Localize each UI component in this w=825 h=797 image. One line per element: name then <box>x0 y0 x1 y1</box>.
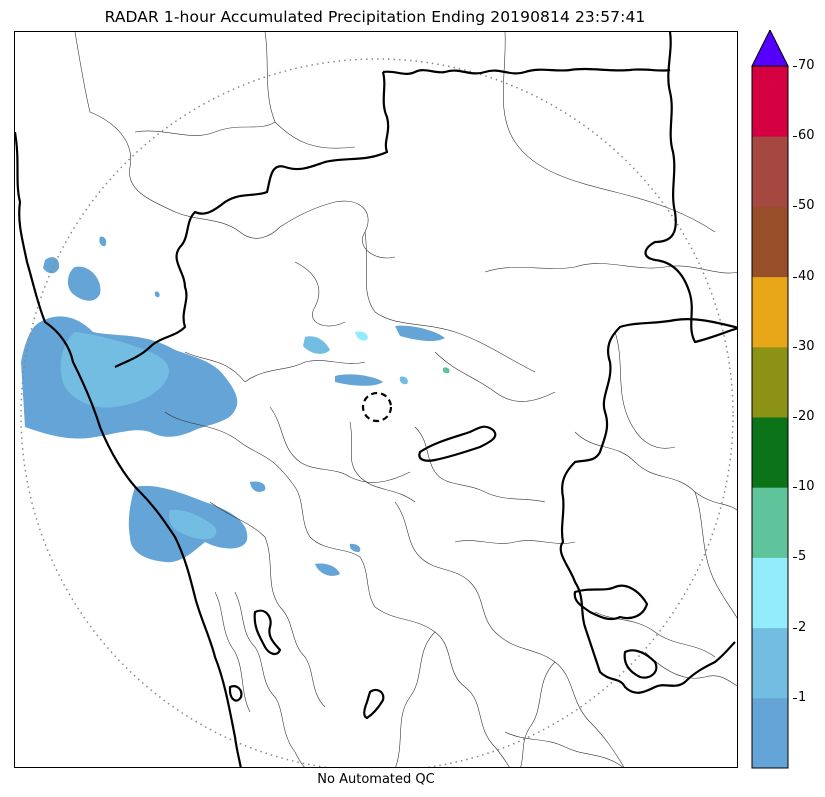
map-title: RADAR 1-hour Accumulated Precipitation E… <box>104 8 646 26</box>
precip-cell-a <box>250 481 266 492</box>
precip-area-west-core <box>60 332 169 408</box>
colorbar-tick-label: 50 <box>798 198 815 214</box>
colorbar-tick-mark <box>793 557 797 559</box>
district-boundaries <box>74 32 737 767</box>
colorbar-bin <box>752 66 788 137</box>
colorbar-extend-arrow <box>751 30 789 67</box>
colorbar-tick-label: 10 <box>798 479 815 495</box>
precip-cell-h <box>442 367 450 374</box>
precip-area-west-upper-small <box>43 257 60 274</box>
precip-cell-j <box>99 236 107 247</box>
precip-cell-b <box>315 563 340 576</box>
radar-site-marker <box>361 391 393 423</box>
colorbar-tick-mark <box>793 487 797 489</box>
precip-cell-f <box>303 336 330 354</box>
colorbar-tick-label: 1 <box>798 689 807 705</box>
colorbar-tick-label: 20 <box>798 409 815 424</box>
map-canvas <box>15 32 737 767</box>
colorbar-tick-mark <box>793 627 797 629</box>
colorbar-bin <box>752 346 788 418</box>
colorbar-tick-mark <box>793 346 797 348</box>
colorbar-bin <box>752 697 788 769</box>
range-ring <box>20 58 734 767</box>
colorbar-tick-label: 2 <box>798 619 807 635</box>
colorbar-tick-mark <box>793 276 797 278</box>
colorbar-tick-mark <box>793 697 797 699</box>
precip-cell-e <box>395 325 445 342</box>
precip-cell-c <box>349 543 361 552</box>
radar-map[interactable] <box>14 31 738 768</box>
colorbar-tick-label: 30 <box>798 338 815 354</box>
precip-area-southwest-core <box>169 509 217 540</box>
colorbar-bin <box>752 487 788 558</box>
colorbar-bin <box>752 206 788 278</box>
colorbar-outline <box>751 65 789 769</box>
colorbar-tick-label: 5 <box>798 549 807 565</box>
colorbar-canvas <box>751 30 789 769</box>
colorbar-tick-label: 70 <box>798 58 815 73</box>
colorbar-tick-mark <box>793 136 797 138</box>
colorbar-tick-mark <box>793 417 797 418</box>
colorbar-bin <box>752 276 788 348</box>
precip-cell-k <box>154 291 160 298</box>
colorbar-tick-mark <box>793 206 797 208</box>
colorbar-tick-label: 40 <box>798 268 815 284</box>
qc-footer-note: No Automated QC <box>317 772 435 787</box>
colorbar <box>750 30 790 770</box>
precip-cell-g <box>355 331 368 341</box>
precipitation-layer <box>21 236 450 576</box>
precip-area-west-upper <box>67 266 101 301</box>
colorbar-bin <box>752 557 788 629</box>
precip-cell-d <box>335 374 383 386</box>
precip-cell-i <box>399 376 408 385</box>
colorbar-bin <box>752 136 788 207</box>
colorbar-tick-label: 60 <box>798 128 815 144</box>
colorbar-bin <box>752 417 788 488</box>
colorbar-bin <box>752 627 788 699</box>
state-boundaries <box>15 32 737 767</box>
colorbar-tick-mark <box>793 66 797 67</box>
